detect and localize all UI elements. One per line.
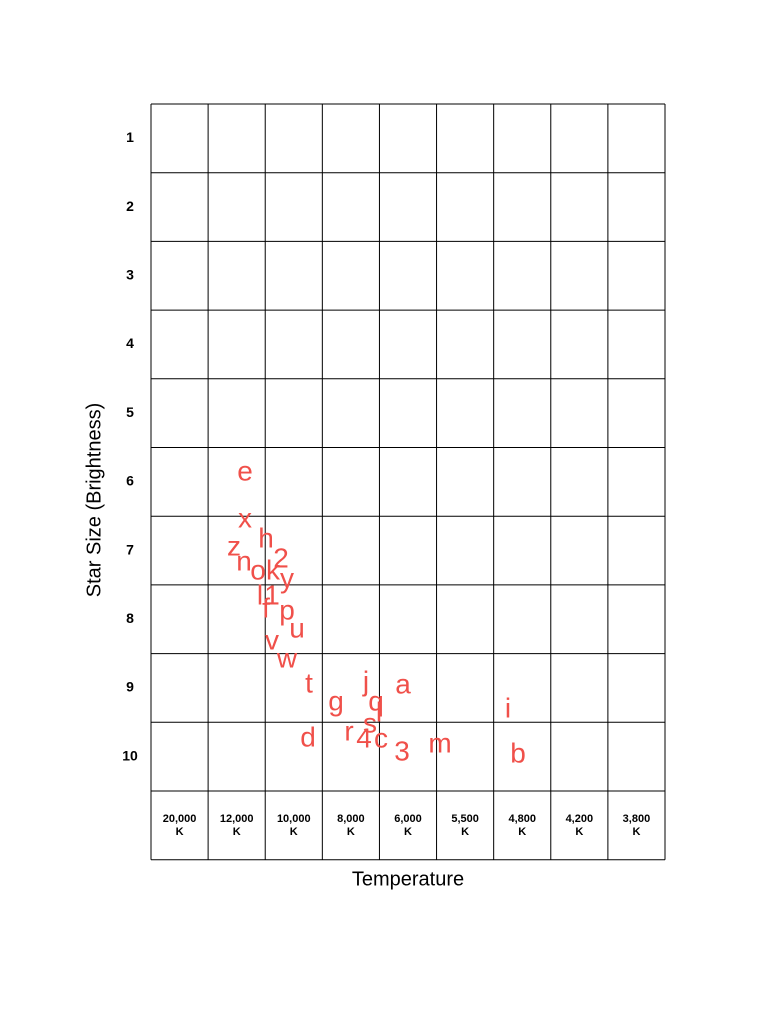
column-label: K [233, 826, 241, 838]
star-letter: c [374, 722, 388, 753]
column-label: 3,800 [623, 813, 651, 825]
x-axis-title: Temperature [352, 868, 464, 890]
star-letter: q [368, 685, 384, 716]
column-label: K [290, 826, 298, 838]
star-letter: z [227, 530, 241, 561]
star-letter: e [237, 455, 253, 486]
y-axis-title: Star Size (Brightness) [83, 403, 105, 598]
star-letter: x [238, 502, 252, 533]
star-letter: 2 [273, 542, 289, 573]
star-letter: k [266, 554, 281, 585]
star-letter: r [344, 715, 353, 746]
star-letter: t [305, 667, 313, 698]
row-label: 3 [126, 266, 134, 282]
star-letter: u [289, 612, 305, 643]
star-letter: 4 [356, 722, 372, 753]
column-label: K [632, 826, 640, 838]
star-letter: d [300, 721, 316, 752]
star-letter: j [362, 665, 369, 696]
star-letter: i [505, 692, 511, 723]
star-letter: f [262, 592, 270, 623]
row-label: 5 [126, 404, 134, 420]
star-letter: m [428, 727, 451, 758]
column-label: 20,000 [163, 813, 197, 825]
column-label: K [347, 826, 355, 838]
column-label: 6,000 [394, 813, 422, 825]
star-letter: 3 [394, 735, 410, 766]
column-label: 10,000 [277, 813, 311, 825]
star-letter: v [265, 624, 279, 655]
row-label: 9 [126, 679, 134, 695]
column-label: K [518, 826, 526, 838]
column-label: 8,000 [337, 813, 365, 825]
row-label: 8 [126, 610, 134, 626]
row-label: 6 [126, 473, 134, 489]
column-label: 5,500 [451, 813, 479, 825]
row-label: 10 [122, 747, 138, 763]
column-label: K [575, 826, 583, 838]
star-letter: a [395, 668, 411, 699]
row-label: 2 [126, 198, 134, 214]
star-letter: w [276, 642, 298, 673]
star-letter: g [328, 685, 344, 716]
star-letter: p [279, 594, 295, 625]
star-letter: s [363, 707, 377, 738]
column-label: K [176, 826, 184, 838]
star-letter: l [376, 696, 382, 727]
star-letter: l [257, 579, 263, 610]
row-label: 4 [126, 335, 134, 351]
column-label: K [461, 826, 469, 838]
star-letter: 1 [264, 579, 280, 610]
column-label: 4,200 [566, 813, 594, 825]
row-label: 1 [126, 129, 134, 145]
star-letter: y [280, 562, 294, 593]
column-label: 4,800 [508, 813, 536, 825]
star-letter: b [510, 737, 526, 768]
star-letter: o [250, 554, 266, 585]
row-label: 7 [126, 541, 134, 557]
star-letter: h [258, 522, 274, 553]
column-label: K [404, 826, 412, 838]
star-letter: n [236, 545, 252, 576]
column-label: 12,000 [220, 813, 254, 825]
